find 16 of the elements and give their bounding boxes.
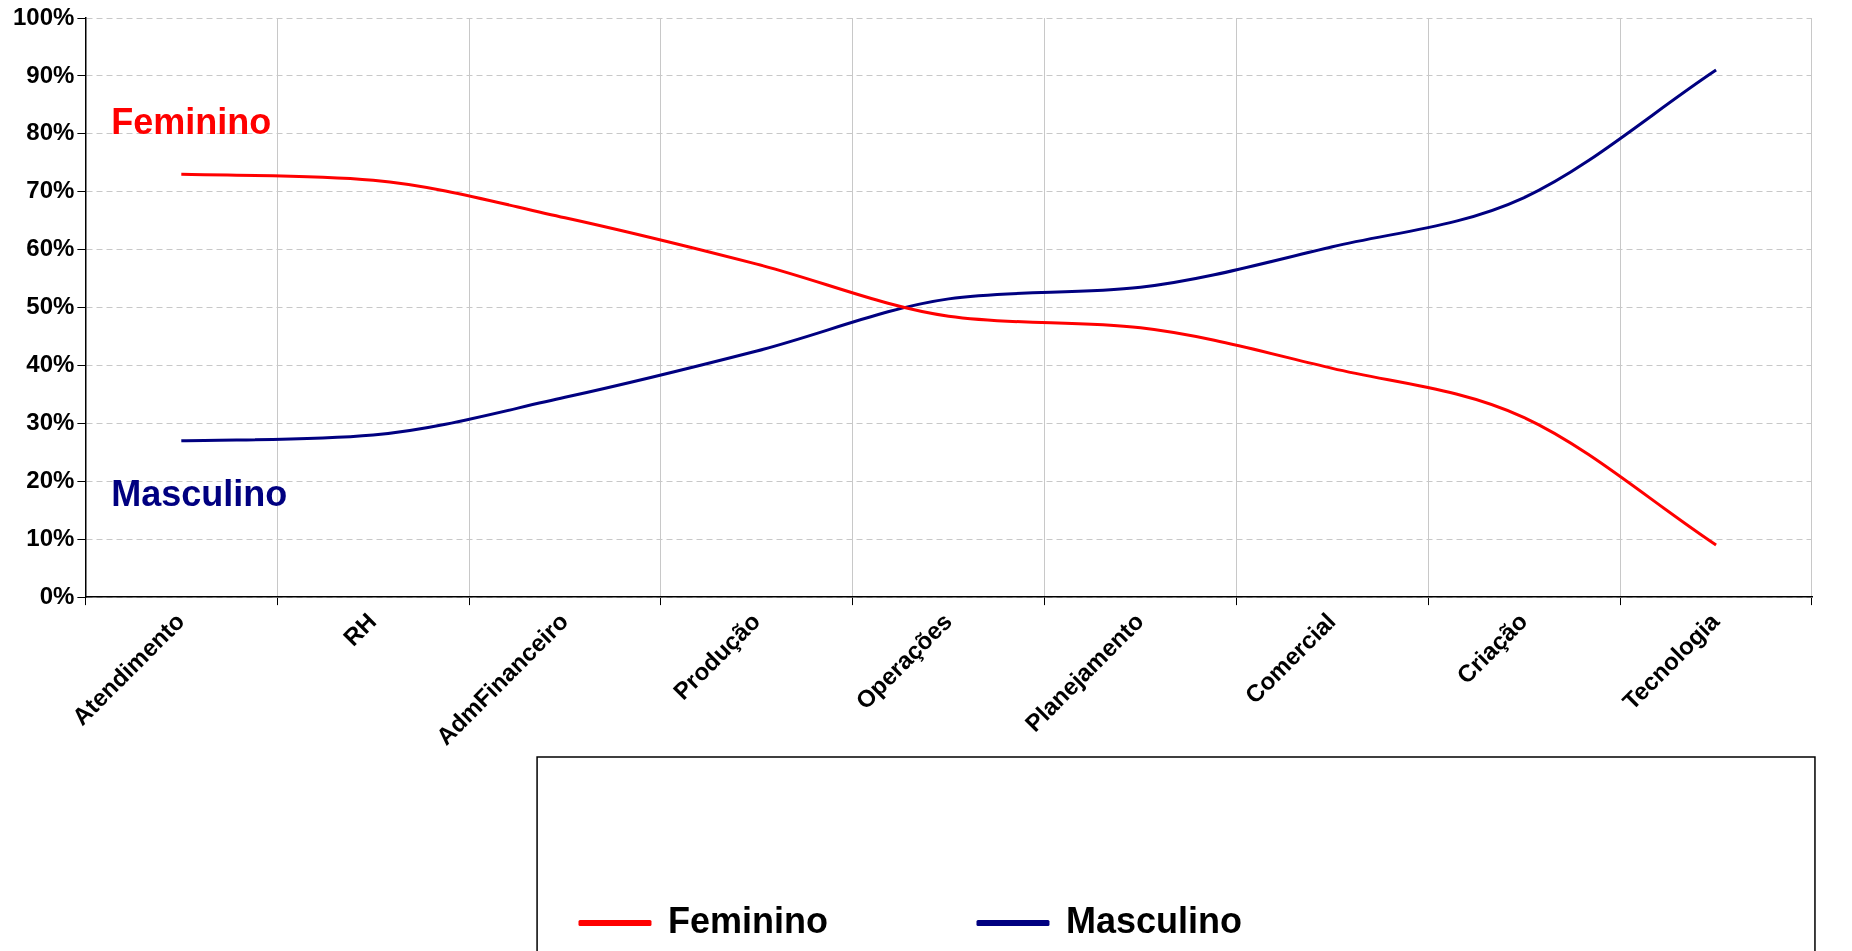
y-tick-label: 100% (12, 2, 75, 30)
y-tick-label: 10% (26, 523, 75, 551)
annotation: Feminino (111, 101, 272, 143)
x-tick-label: RH (337, 607, 382, 652)
legend-label: Feminino (667, 899, 828, 941)
annotation: Masculino (111, 472, 288, 514)
y-tick-label: 90% (26, 60, 75, 88)
y-tick-label: 20% (26, 465, 75, 493)
y-tick-label: 40% (26, 350, 75, 378)
y-tick-label: 80% (26, 118, 75, 146)
y-tick-label: 0% (39, 581, 75, 609)
y-tick-label: 70% (26, 176, 75, 204)
y-tick-label: 50% (26, 292, 75, 320)
legend-label: Masculino (1065, 899, 1243, 941)
y-tick-label: 60% (26, 234, 75, 262)
y-tick-label: 30% (26, 408, 75, 435)
